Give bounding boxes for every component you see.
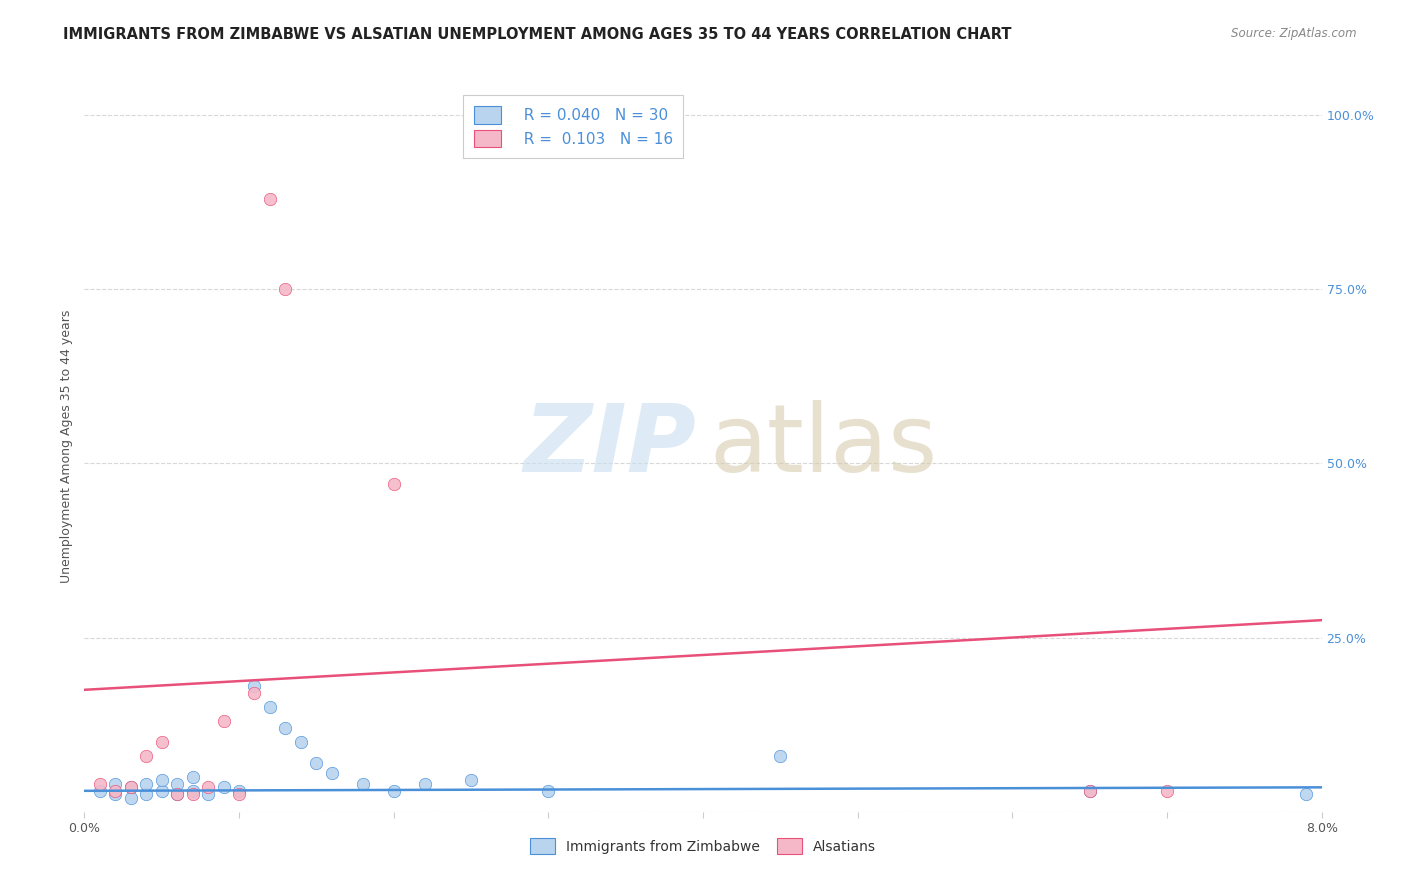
Point: [305, 756, 328, 770]
Point: [89, 784, 111, 798]
Point: [150, 773, 173, 788]
Text: atlas: atlas: [709, 400, 938, 492]
Point: [290, 735, 312, 749]
Point: [150, 735, 173, 749]
Point: [1295, 787, 1317, 801]
Y-axis label: Unemployment Among Ages 35 to 44 years: Unemployment Among Ages 35 to 44 years: [60, 310, 73, 582]
Point: [413, 777, 436, 791]
Point: [120, 780, 142, 795]
Point: [1156, 784, 1178, 798]
Point: [259, 700, 281, 714]
Point: [181, 787, 204, 801]
Point: [120, 780, 142, 795]
Point: [769, 749, 792, 764]
Point: [166, 777, 188, 791]
Point: [135, 787, 157, 801]
Point: [460, 773, 482, 788]
Point: [135, 749, 157, 764]
Point: [352, 777, 374, 791]
Point: [150, 784, 173, 798]
Point: [104, 784, 127, 798]
Text: IMMIGRANTS FROM ZIMBABWE VS ALSATIAN UNEMPLOYMENT AMONG AGES 35 TO 44 YEARS CORR: IMMIGRANTS FROM ZIMBABWE VS ALSATIAN UNE…: [63, 27, 1012, 42]
Point: [166, 787, 188, 801]
Point: [197, 780, 219, 795]
Point: [120, 790, 142, 805]
Point: [274, 282, 297, 296]
Point: [1078, 784, 1101, 798]
Point: [166, 787, 188, 801]
Point: [382, 784, 405, 798]
Point: [1078, 784, 1101, 798]
Point: [212, 780, 235, 795]
Point: [89, 777, 111, 791]
Point: [181, 770, 204, 784]
Point: [228, 784, 250, 798]
Point: [104, 777, 127, 791]
Point: [104, 787, 127, 801]
Point: [274, 721, 297, 735]
Text: Source: ZipAtlas.com: Source: ZipAtlas.com: [1232, 27, 1357, 40]
Point: [537, 784, 560, 798]
Legend: Immigrants from Zimbabwe, Alsatians: Immigrants from Zimbabwe, Alsatians: [524, 832, 882, 860]
Point: [382, 477, 405, 491]
Point: [259, 192, 281, 206]
Point: [135, 777, 157, 791]
Point: [212, 714, 235, 728]
Point: [181, 784, 204, 798]
Text: ZIP: ZIP: [524, 400, 697, 492]
Point: [228, 787, 250, 801]
Point: [321, 766, 343, 780]
Point: [243, 686, 266, 700]
Point: [243, 679, 266, 693]
Point: [197, 787, 219, 801]
